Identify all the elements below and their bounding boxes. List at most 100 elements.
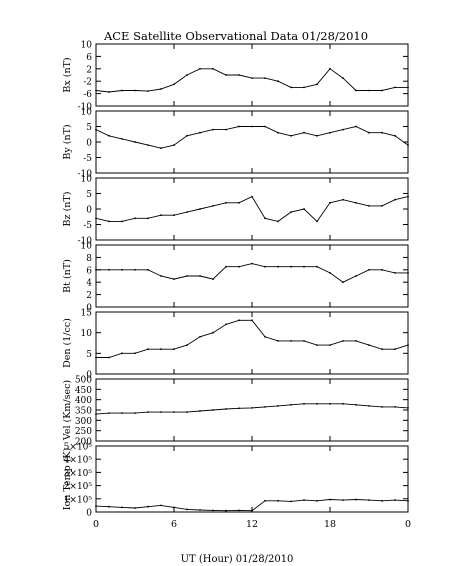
y-tick-label: 0 [86,206,92,216]
data-point [264,217,266,220]
data-point [303,265,305,268]
data-point [316,402,318,405]
data-point [199,335,201,338]
data-point [342,281,344,284]
y-tick-label: 250 [75,427,92,437]
data-point [251,77,253,79]
data-point [303,86,305,89]
data-point [355,275,357,277]
data-point [264,265,266,268]
data-point [342,128,344,131]
data-point [147,90,149,92]
data-point [108,134,110,137]
panel-1: 10 6 2 -2 -6 -10 Bx (nT) [62,41,409,113]
data-point [316,265,318,268]
data-point [173,506,175,509]
y-tick-label: -2 [83,78,92,88]
panel-3: 10 5 0 -5 -10 Bz (nT) [62,175,409,247]
data-point [238,265,240,268]
y-axis-label: Bx (nT) [62,57,73,92]
x-axis-label: UT (Hour) 01/28/2010 [181,554,294,565]
data-point [186,411,188,413]
data-point [108,268,110,271]
data-point [147,268,149,271]
data-point [95,268,97,271]
x-tick-labels: 0 6 12 18 0 [93,519,411,530]
data-point [329,201,331,204]
data-point [199,509,201,511]
data-point [134,352,136,355]
y-tick-label: 0 [86,139,92,149]
data-point [199,275,201,277]
data-point [95,356,97,359]
data-point [394,348,396,351]
data-point [290,211,292,214]
data-point [303,499,305,501]
y-tick-label: 300 [75,417,92,427]
data-point [160,214,162,217]
data-point [264,406,266,408]
data-point [381,205,383,207]
data-point [134,412,136,414]
data-point [368,268,370,271]
data-point [212,67,214,70]
data-point [407,272,409,274]
y-tick-label: 200 [75,438,92,448]
data-point [381,499,383,502]
data-point [342,77,344,79]
data-point [134,268,136,271]
data-point [394,272,396,274]
data-point [199,208,201,210]
data-point [108,412,110,414]
data-point [329,498,331,501]
y-axis-label: Bt (nT) [62,259,73,293]
data-point [134,141,136,143]
data-point [108,356,110,359]
data-point [173,83,175,86]
data-point [225,265,227,268]
data-point [186,275,188,277]
data-point [225,128,227,131]
data-point [147,217,149,220]
data-point [355,403,357,406]
y-tick-label: 5×10⁵ [64,443,93,453]
data-point [108,91,110,93]
data-point [186,211,188,214]
panel-5: 15 10 5 0 Den (1/cc) [62,309,409,381]
y-tick-label: -10 [78,170,93,180]
data-point [329,272,331,274]
series-line [95,68,408,93]
data-point [368,131,370,134]
data-point [368,344,370,346]
data-point [134,89,136,92]
data-point [147,144,149,147]
data-point [186,508,188,511]
y-tick-label: 10 [81,108,93,118]
data-point [225,408,227,410]
data-point [316,83,318,86]
data-point [121,220,123,223]
data-point [316,499,318,502]
data-point [316,220,318,223]
data-point [381,131,383,134]
data-point [121,352,123,355]
panel-7: 5×10⁵ 4×10⁵ 3×10⁵ 2×10⁵ 1×10⁵ 0 Ion Temp (K) [62,443,409,519]
data-point [303,402,305,405]
data-point [212,409,214,411]
data-point [199,67,201,70]
data-point [160,348,162,351]
data-point [303,208,305,210]
data-point [277,131,279,134]
data-point [251,262,253,265]
data-point [134,217,136,220]
data-point [95,505,97,507]
data-point [394,86,396,89]
y-tick-label: 2×10⁵ [64,482,93,492]
data-point [173,411,175,413]
panel-2: 10 5 0 -5 -10 By (nT) [62,108,409,180]
data-point [316,134,318,137]
y-tick-label: 2 [86,291,92,301]
data-point [277,80,279,83]
data-point [251,509,253,512]
